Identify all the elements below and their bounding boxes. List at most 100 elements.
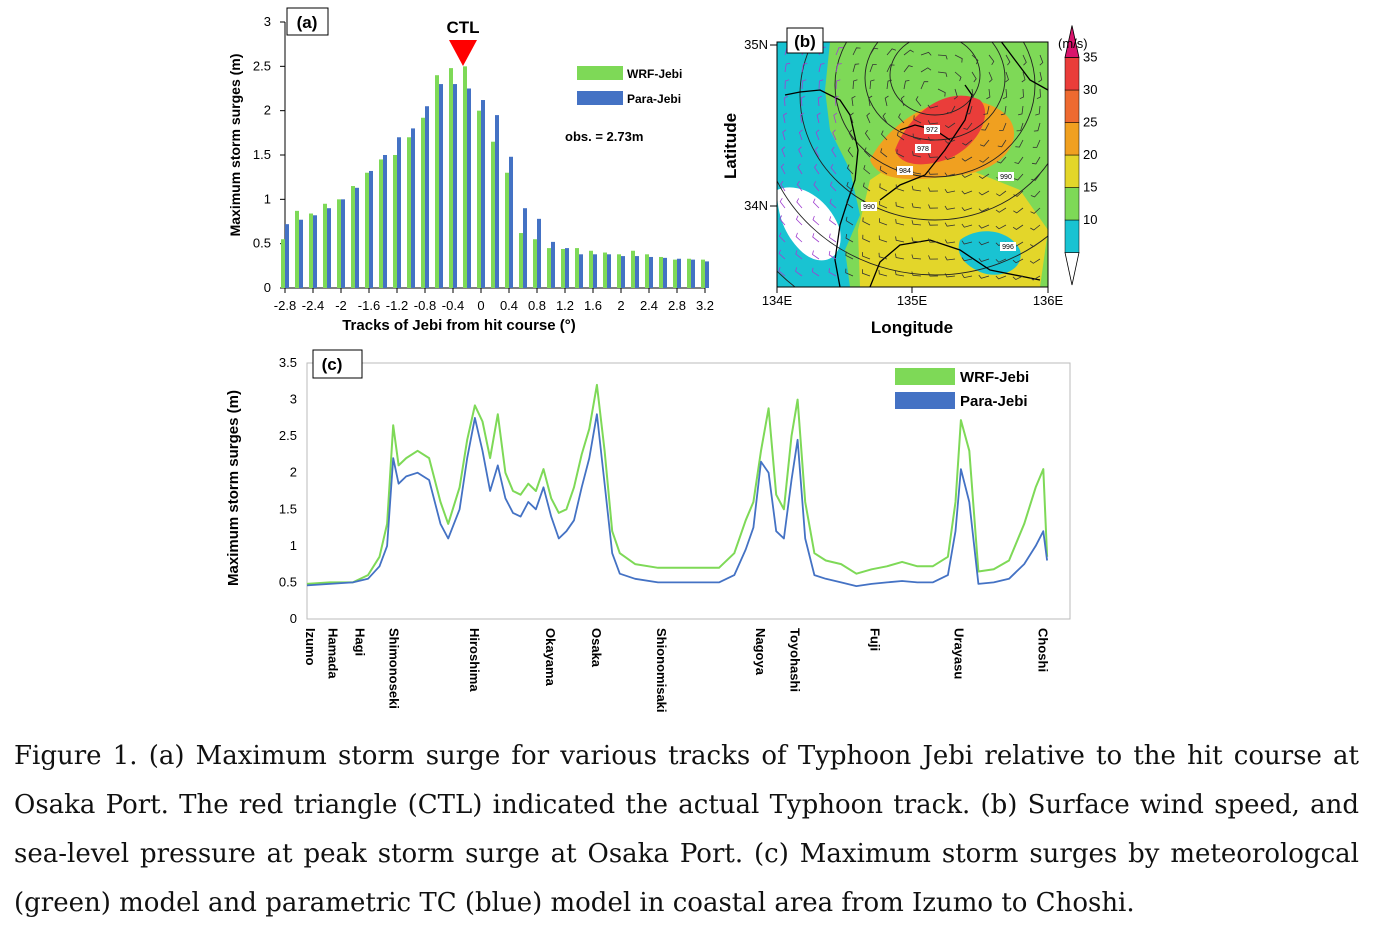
wind-barb bbox=[944, 256, 956, 261]
bar-para-jebi bbox=[705, 261, 709, 288]
wind-barb bbox=[798, 129, 803, 141]
map-ylabel: Latitude bbox=[721, 113, 740, 179]
wind-barb bbox=[817, 95, 822, 107]
wind-barb bbox=[928, 187, 939, 192]
wind-barb bbox=[895, 201, 905, 209]
bar-para-jebi bbox=[593, 254, 597, 288]
wind-barb bbox=[895, 236, 905, 243]
x-tick-label: -2.4 bbox=[302, 298, 324, 313]
wind-barb bbox=[1031, 173, 1041, 181]
wind-barb bbox=[961, 173, 973, 178]
bar-para-jebi bbox=[313, 215, 317, 288]
bar-wrf-jebi bbox=[575, 248, 579, 288]
wind-barb bbox=[812, 250, 820, 260]
wind-barb bbox=[965, 105, 973, 115]
y-tick-label: 0 bbox=[264, 280, 271, 295]
wind-barb bbox=[944, 139, 956, 144]
bar-para-jebi bbox=[649, 256, 653, 288]
wind-barb bbox=[795, 232, 803, 243]
wind-barb bbox=[795, 215, 803, 226]
wind-barb bbox=[961, 223, 973, 228]
wind-barb bbox=[1030, 224, 1041, 231]
wind-barb bbox=[1018, 105, 1024, 116]
wind-barb bbox=[1019, 88, 1024, 100]
wind-barb bbox=[937, 54, 948, 60]
bar-wrf-jebi bbox=[281, 239, 285, 288]
wind-barb bbox=[995, 224, 1007, 230]
wind-barb bbox=[779, 215, 786, 226]
wind-barb bbox=[816, 112, 821, 124]
wind-barb bbox=[796, 198, 803, 209]
wind-barb bbox=[878, 269, 888, 277]
wind-barb bbox=[971, 54, 979, 65]
wind-barb bbox=[852, 63, 860, 73]
wind-barb bbox=[863, 164, 871, 175]
wind-barb bbox=[978, 274, 990, 279]
colorbar-tick-label: 30 bbox=[1083, 82, 1097, 97]
wind-barb bbox=[846, 199, 854, 209]
y-tick-label: 2.5 bbox=[253, 58, 271, 73]
wind-barb bbox=[1000, 105, 1007, 116]
bar-para-jebi bbox=[341, 199, 345, 288]
map-coastline bbox=[784, 42, 1048, 287]
panel-c-y-ticks: 0 0.5 1 1.5 2 2.5 3 3.5 bbox=[279, 355, 297, 626]
wind-barb bbox=[862, 234, 871, 243]
wind-barb bbox=[798, 146, 803, 158]
wind-barb bbox=[895, 253, 905, 260]
bar-para-jebi bbox=[495, 115, 499, 288]
wind-barb bbox=[778, 266, 786, 277]
wind-barb bbox=[903, 65, 913, 73]
wind-barb bbox=[835, 47, 844, 56]
wind-barb bbox=[979, 139, 990, 147]
wind-barb bbox=[845, 268, 854, 277]
wind-barb bbox=[1012, 258, 1024, 264]
wind-barb bbox=[937, 71, 948, 77]
colorbar-segment bbox=[1064, 187, 1080, 221]
wind-barb bbox=[986, 88, 991, 100]
wind-barb bbox=[864, 129, 871, 141]
panel-a-xlabel: Tracks of Jebi from hit course (°) bbox=[342, 317, 576, 334]
wind-barb bbox=[920, 67, 932, 73]
wind-barb bbox=[944, 205, 956, 210]
wind-barb bbox=[1014, 156, 1024, 164]
wind-barb bbox=[1033, 122, 1041, 132]
location-label: Choshi bbox=[1035, 628, 1050, 672]
wind-barb bbox=[1032, 139, 1041, 148]
wind-barb bbox=[828, 233, 837, 243]
wind-barb bbox=[845, 234, 854, 243]
wind-barb bbox=[818, 79, 824, 90]
legend-a-para-swatch bbox=[577, 91, 623, 105]
wind-barb bbox=[953, 88, 958, 100]
wind-barb bbox=[835, 79, 841, 90]
wind-barb bbox=[846, 164, 854, 175]
wind-barb bbox=[944, 172, 956, 177]
wind-barb bbox=[879, 218, 888, 226]
panel-b-wind-map: 972 978 984 990 990 996 (b) 35N 34N 134E… bbox=[721, 25, 1097, 337]
wind-barb bbox=[881, 130, 888, 141]
panel-a-x-ticks: -2.8 -2.4 -2 -1.6 -1.2 -0.8 -0.4 0 0.4 0.8 1.2 1.6 2… bbox=[274, 288, 714, 313]
wind-barb bbox=[829, 216, 837, 226]
bar-para-jebi bbox=[439, 84, 443, 288]
isobar-label: 996 bbox=[1002, 244, 1014, 251]
wind-barb bbox=[995, 207, 1007, 213]
isobar-label: 990 bbox=[863, 204, 875, 211]
bar-wrf-jebi bbox=[449, 68, 453, 289]
wind-barb bbox=[814, 163, 820, 175]
wind-barb bbox=[969, 88, 974, 100]
wind-barb bbox=[878, 252, 888, 260]
wind-barb bbox=[978, 207, 990, 212]
wind-barb bbox=[879, 165, 888, 175]
wind-barb bbox=[781, 146, 786, 158]
wind-barb bbox=[815, 129, 820, 141]
wind-barb bbox=[886, 64, 895, 73]
map-xtick: 136E bbox=[1033, 293, 1064, 308]
wind-barb bbox=[988, 71, 993, 83]
bar-para-jebi bbox=[579, 254, 583, 288]
x-tick-label: -2.8 bbox=[274, 298, 296, 313]
wind-speed-colorbar: 35 30 25 20 15 10 bbox=[1064, 25, 1097, 286]
wind-barb bbox=[778, 249, 786, 260]
x-tick-label: 0 bbox=[477, 298, 484, 313]
bar-wrf-jebi bbox=[505, 172, 509, 288]
wind-barb bbox=[900, 95, 905, 107]
bar-wrf-jebi bbox=[533, 239, 537, 288]
